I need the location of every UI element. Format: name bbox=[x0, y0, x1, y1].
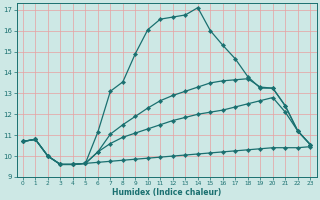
X-axis label: Humidex (Indice chaleur): Humidex (Indice chaleur) bbox=[112, 188, 221, 197]
